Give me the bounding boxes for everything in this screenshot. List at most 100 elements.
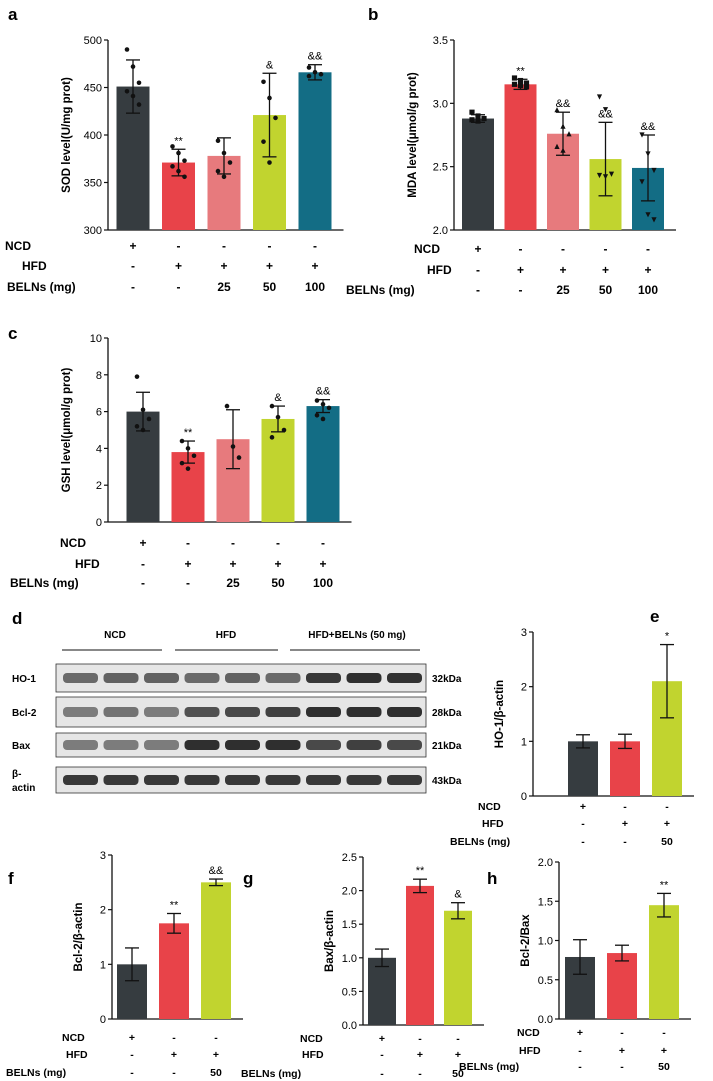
blot-band	[225, 775, 260, 785]
data-point	[469, 117, 475, 123]
condition-label-hfd: HFD	[66, 1049, 88, 1061]
data-point	[306, 73, 312, 79]
condition-label-ncd: NCD	[5, 239, 31, 253]
data-point	[221, 174, 227, 180]
blot-size-label: 21kDa	[432, 741, 462, 752]
condition-value: 25	[556, 283, 570, 297]
y-tick-label: 1	[521, 736, 527, 748]
data-point	[146, 416, 152, 422]
condition-value: -	[130, 1049, 134, 1061]
condition-value: -	[321, 536, 325, 550]
error-bar	[262, 72, 277, 158]
bar-ncd	[368, 957, 396, 1025]
condition-label-hfd: HFD	[22, 259, 47, 273]
data-point	[273, 115, 278, 121]
condition-value: 100	[638, 283, 658, 297]
data-point	[511, 75, 518, 81]
y-tick-label: 1.5	[538, 896, 553, 908]
panel-label: g	[243, 869, 253, 888]
data-point	[170, 144, 175, 149]
blot-band	[184, 707, 220, 717]
data-point	[179, 460, 185, 466]
condition-value: -	[646, 242, 650, 256]
condition-value: +	[266, 259, 273, 273]
condition-value: +	[379, 1033, 385, 1045]
y-tick-label: 2.0	[342, 886, 357, 898]
blot-band	[63, 673, 98, 683]
condition-label-belns: BELNs (mg)	[10, 576, 79, 590]
data-point	[176, 168, 181, 174]
y-tick-label: 2	[96, 480, 102, 492]
data-point	[191, 453, 197, 459]
blot-protein-label: Bax	[12, 741, 31, 752]
y-axis-title: GSH level(μmol/g prot)	[61, 368, 73, 493]
data-point	[326, 405, 332, 411]
error-bar	[641, 134, 655, 202]
blot-group-label: HFD+BELNs (50 mg)	[308, 630, 406, 641]
data-point	[136, 102, 142, 107]
data-point	[179, 438, 185, 444]
condition-value: -	[578, 1045, 582, 1057]
error-bar	[375, 948, 389, 968]
condition-value: -	[177, 280, 181, 294]
condition-value: -	[131, 280, 135, 294]
condition-label-ncd: NCD	[60, 536, 86, 550]
blot-group-label: NCD	[104, 630, 126, 641]
significance-mark: **	[170, 899, 179, 911]
condition-label-belns: BELNs (mg)	[241, 1068, 301, 1080]
condition-value: -	[604, 242, 608, 256]
blot-band	[144, 673, 179, 683]
data-point	[275, 414, 281, 420]
blot-band	[225, 707, 260, 717]
data-point	[269, 435, 275, 440]
data-point	[314, 412, 320, 418]
bar-hfd	[406, 885, 434, 1025]
error-bar	[598, 121, 613, 197]
condition-value: +	[602, 263, 609, 277]
condition-value: -	[665, 801, 669, 813]
data-point	[651, 167, 657, 174]
data-point	[645, 151, 651, 157]
y-tick-label: 0.5	[342, 986, 357, 998]
data-point	[267, 95, 272, 101]
bar-belns-100	[298, 72, 332, 230]
data-point	[224, 403, 230, 409]
y-tick-label: 400	[84, 130, 102, 142]
bar-hfd	[610, 741, 640, 796]
data-point	[560, 123, 566, 129]
data-point	[134, 424, 140, 429]
panel-label: h	[487, 869, 497, 888]
condition-value: +	[622, 818, 628, 830]
panel-label: c	[8, 324, 17, 343]
condition-value: -	[186, 576, 190, 590]
significance-mark: &	[266, 59, 274, 71]
data-point	[130, 93, 136, 99]
data-point	[236, 455, 242, 460]
significance-mark: **	[416, 865, 425, 877]
y-tick-label: 0	[96, 517, 102, 529]
blot-band	[103, 673, 139, 683]
y-tick-label: 3.0	[433, 98, 448, 110]
data-point	[517, 83, 524, 89]
data-point	[639, 179, 645, 185]
panel-label: a	[8, 5, 18, 24]
bar-hfd	[504, 84, 537, 230]
blot-band	[63, 775, 98, 785]
data-point	[215, 168, 221, 174]
data-point	[602, 107, 609, 113]
y-tick-label: 2.0	[433, 225, 448, 237]
significance-mark: &	[274, 392, 282, 404]
condition-value: -	[418, 1033, 422, 1045]
y-tick-label: 6	[96, 407, 102, 419]
bar-belns-50	[261, 418, 295, 522]
condition-value: +	[580, 801, 586, 813]
condition-value: -	[276, 536, 280, 550]
condition-value: +	[474, 242, 481, 256]
data-point	[602, 174, 609, 180]
blot-band	[103, 775, 139, 785]
y-axis-title: Bcl-2/β-actin	[73, 902, 85, 971]
data-point	[560, 147, 566, 153]
y-tick-label: 8	[96, 370, 102, 382]
data-point	[227, 160, 233, 165]
data-point	[517, 77, 524, 84]
